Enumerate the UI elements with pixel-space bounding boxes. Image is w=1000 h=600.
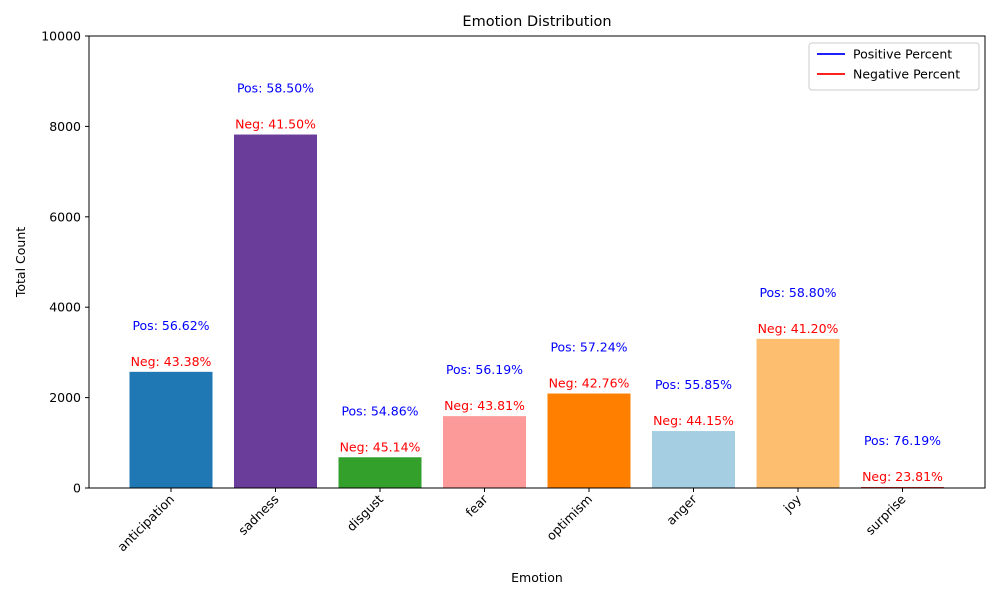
neg-label-optimism: Neg: 42.76% bbox=[549, 376, 630, 391]
bar-fear bbox=[443, 416, 526, 488]
legend-positive-label: Positive Percent bbox=[853, 47, 952, 62]
bar-sadness bbox=[234, 134, 317, 488]
neg-label-joy: Neg: 41.20% bbox=[758, 321, 839, 336]
y-tick-label: 6000 bbox=[49, 209, 81, 224]
pos-label-joy: Pos: 58.80% bbox=[759, 285, 836, 300]
x-tick-label-disgust: disgust bbox=[344, 491, 387, 534]
y-tick-label: 8000 bbox=[49, 119, 81, 134]
bar-anger bbox=[652, 431, 735, 488]
legend-box bbox=[808, 42, 980, 91]
pos-label-anger: Pos: 55.85% bbox=[655, 377, 732, 392]
value-labels-group: Neg: 43.38% Pos: 56.62% Neg: 41.50% Pos: 58… bbox=[131, 81, 943, 485]
neg-label-anger: Neg: 44.15% bbox=[653, 413, 734, 428]
plot-frame bbox=[88, 35, 986, 489]
neg-label-surprise: Neg: 23.81% bbox=[862, 469, 943, 484]
x-axis-label: Emotion bbox=[511, 570, 563, 585]
y-tick-label: 0 bbox=[73, 481, 81, 496]
y-axis-label: Total Count bbox=[13, 227, 28, 298]
neg-label-sadness: Neg: 41.50% bbox=[235, 117, 316, 132]
x-tick-label-joy: joy bbox=[780, 491, 805, 516]
chart-title: Emotion Distribution bbox=[462, 14, 611, 30]
x-tick-label-sadness: sadness bbox=[235, 492, 281, 538]
bar-anticipation bbox=[129, 371, 213, 488]
x-axis: anticipation sadness disgust fear optimism an… bbox=[114, 488, 909, 554]
y-tick-label: 10000 bbox=[41, 29, 81, 44]
legend: Positive Percent Negative Percent bbox=[808, 42, 980, 91]
x-tick-label-fear: fear bbox=[462, 491, 491, 520]
pos-label-disgust: Pos: 54.86% bbox=[341, 403, 418, 418]
neg-label-fear: Neg: 43.81% bbox=[444, 398, 525, 413]
neg-label-anticipation: Neg: 43.38% bbox=[131, 354, 212, 369]
bar-disgust bbox=[338, 457, 422, 488]
y-tick-label: 4000 bbox=[49, 300, 81, 315]
bars-group bbox=[129, 134, 944, 488]
pos-label-sadness: Pos: 58.50% bbox=[237, 81, 314, 96]
y-axis: 0 2000 4000 6000 8000 10000 bbox=[41, 29, 89, 496]
pos-label-surprise: Pos: 76.19% bbox=[864, 433, 941, 448]
legend-negative-label: Negative Percent bbox=[853, 67, 960, 82]
bar-optimism bbox=[547, 393, 631, 488]
x-tick-label-optimism: optimism bbox=[543, 492, 595, 544]
y-tick-label: 2000 bbox=[49, 390, 81, 405]
x-tick-label-surprise: surprise bbox=[862, 491, 908, 537]
bar-joy bbox=[756, 338, 840, 488]
x-tick-label-anticipation: anticipation bbox=[114, 492, 177, 555]
x-tick-label-anger: anger bbox=[663, 491, 700, 528]
neg-label-disgust: Neg: 45.14% bbox=[340, 439, 421, 454]
pos-label-optimism: Pos: 57.24% bbox=[550, 340, 627, 355]
pos-label-fear: Pos: 56.19% bbox=[446, 362, 523, 377]
pos-label-anticipation: Pos: 56.62% bbox=[132, 318, 209, 333]
